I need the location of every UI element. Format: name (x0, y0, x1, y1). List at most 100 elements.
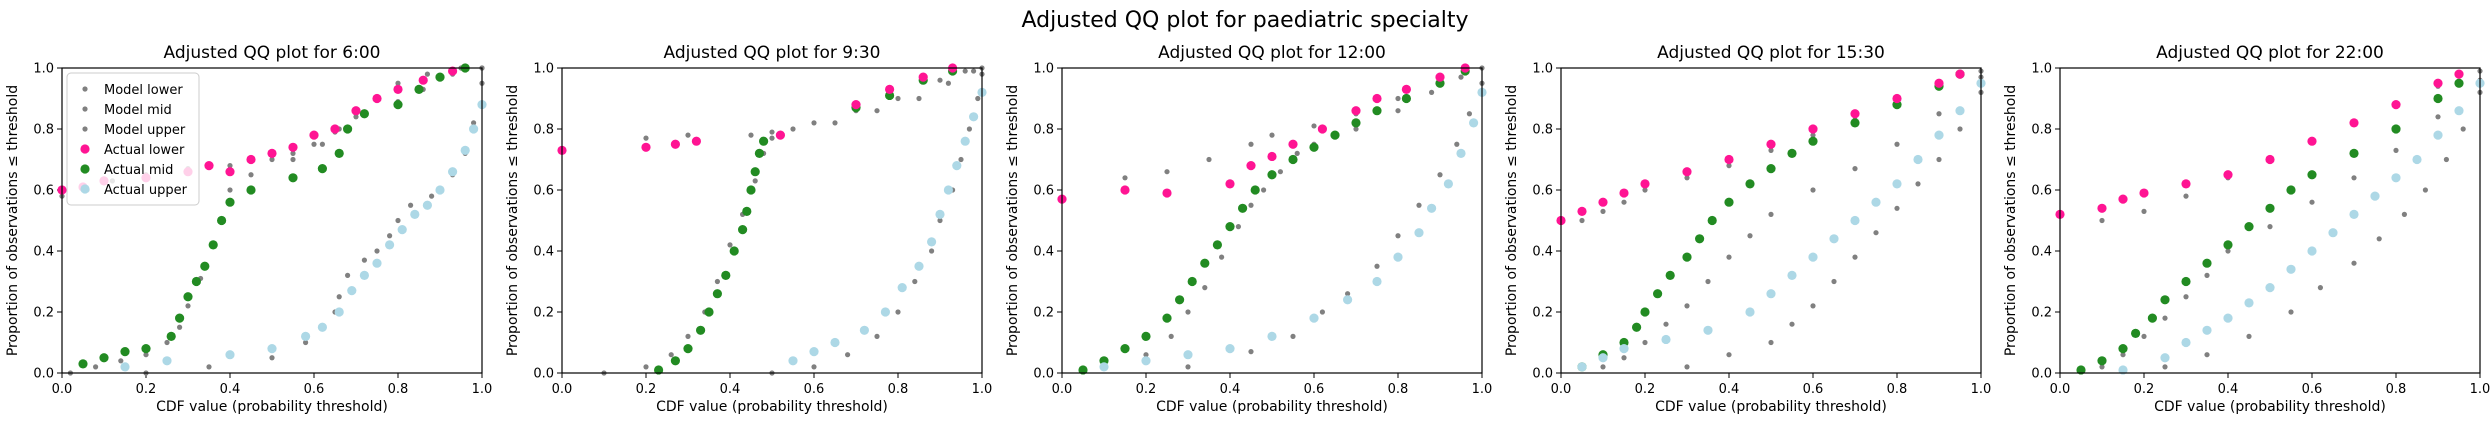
model-point (975, 95, 981, 102)
model-point (1454, 141, 1460, 147)
actual-point (1267, 331, 1277, 341)
y-tick-label: 0.8 (1033, 123, 1054, 138)
actual-point (2265, 154, 2275, 165)
model-point (1768, 339, 1774, 346)
y-tick-label: 0.8 (1532, 123, 1553, 138)
model-point (2099, 364, 2105, 370)
model-point (895, 95, 901, 102)
series-actual-upper (120, 100, 487, 372)
model-point (2225, 248, 2231, 254)
model-point (811, 364, 817, 370)
y-tick-label: 0.0 (533, 367, 554, 382)
model-point (966, 126, 973, 132)
actual-point (1330, 130, 1340, 140)
model-point (1311, 123, 1317, 129)
model-point (1726, 352, 1732, 358)
model-point (874, 108, 880, 114)
y-tick-label: 0.4 (1033, 245, 1054, 260)
actual-point (2412, 154, 2422, 165)
model-point (1684, 175, 1690, 181)
actual-point (1653, 289, 1663, 299)
qq-panel-3: Adjusted QQ plot for 15:30 0.00.0 0.2 0.2 0.… (1504, 43, 1991, 415)
actual-point (334, 148, 344, 158)
series-actual-lower (1057, 63, 1470, 204)
plot-frame (1560, 67, 1982, 374)
legend-marker (80, 164, 90, 174)
actual-point (418, 75, 428, 85)
actual-point (1175, 295, 1185, 305)
x-tick-label: 0.6 (1304, 382, 1325, 397)
actual-point (359, 270, 369, 280)
actual-point (1632, 322, 1642, 332)
y-tick-label: 0.4 (2031, 245, 2052, 260)
actual-point (99, 353, 109, 363)
model-point (1466, 111, 1472, 117)
actual-point (1351, 118, 1361, 128)
model-point (1185, 364, 1191, 370)
actual-point (1288, 154, 1298, 165)
actual-point (1187, 276, 1197, 287)
model-point (1810, 132, 1816, 138)
y-axis-label: Proportion of observations ≤ threshold (505, 85, 521, 356)
actual-point (1619, 344, 1629, 354)
model-point (1185, 309, 1191, 315)
actual-point (1343, 295, 1353, 305)
actual-point (1934, 78, 1944, 88)
x-tick-label: 0.0 (2050, 382, 2071, 397)
actual-point (1808, 124, 1818, 134)
actual-point (1892, 93, 1902, 104)
model-point (2351, 175, 2357, 181)
y-tick-label: 0.2 (1532, 306, 1553, 321)
actual-point (960, 136, 970, 146)
actual-point (952, 161, 962, 171)
actual-point (1372, 106, 1382, 116)
model-point (1319, 309, 1325, 315)
actual-point (2202, 258, 2212, 268)
series-model-mid (1600, 74, 1984, 370)
actual-point (750, 167, 760, 177)
model-point (2183, 193, 2189, 199)
model-point (395, 80, 401, 86)
model-point (1894, 205, 1900, 211)
model-point (374, 248, 380, 254)
legend-box (66, 72, 200, 206)
model-point (2141, 208, 2147, 214)
actual-point (927, 237, 937, 247)
x-tick-label: 0.2 (2134, 382, 2155, 397)
model-point (143, 352, 149, 358)
model-point (727, 242, 733, 248)
actual-point (2118, 344, 2128, 354)
model-point (643, 135, 649, 141)
y-tick-label: 0.6 (1532, 184, 1553, 199)
model-point (1663, 321, 1669, 327)
y-axis-label: Proportion of observations ≤ threshold (5, 85, 21, 356)
actual-point (385, 240, 395, 250)
y-tick-label: 0.4 (1532, 245, 1553, 260)
actual-point (943, 185, 954, 195)
actual-point (683, 344, 693, 354)
actual-point (435, 185, 445, 195)
series-actual-lower (1556, 69, 1965, 226)
actual-point (1955, 106, 1965, 116)
series-model-mid (1101, 65, 1485, 370)
model-point (2460, 126, 2466, 132)
actual-point (2391, 124, 2401, 134)
model-point (874, 333, 880, 339)
actual-point (1955, 69, 1965, 79)
figure-suptitle: Adjusted QQ plot for paediatric specialt… (1021, 8, 1468, 33)
actual-point (2307, 136, 2317, 146)
actual-point (1850, 118, 1860, 128)
actual-point (2097, 203, 2107, 213)
actual-point (2454, 78, 2464, 88)
actual-point (225, 350, 235, 360)
actual-point (2181, 276, 2191, 287)
model-point (1219, 254, 1225, 260)
actual-point (2286, 264, 2296, 274)
model-point (290, 150, 296, 156)
actual-point (1351, 106, 1361, 116)
actual-point (1120, 344, 1130, 354)
model-point (2401, 211, 2407, 217)
x-tick-label: 0.0 (552, 382, 573, 397)
model-point (1248, 141, 1254, 147)
x-tick-label: 0.4 (1220, 382, 1241, 397)
